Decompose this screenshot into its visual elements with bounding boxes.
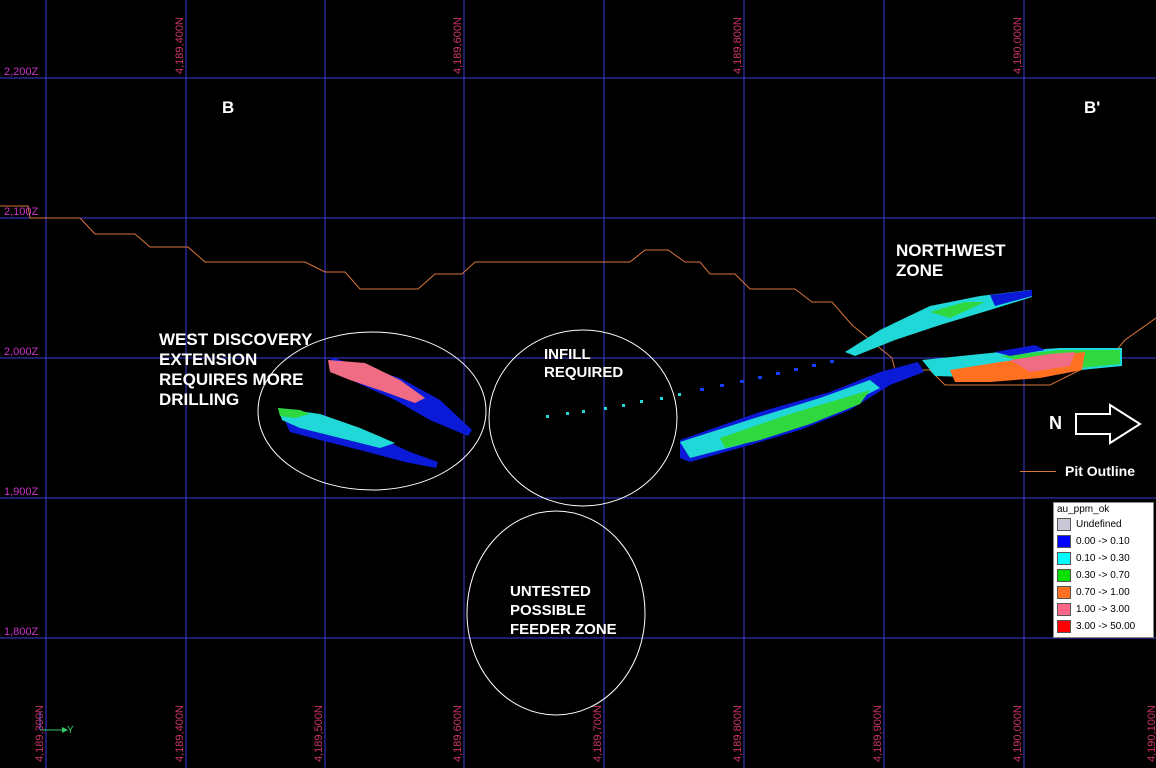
pit-outline-legend-label: Pit Outline bbox=[1065, 463, 1135, 479]
untested-annotation: UNTESTED POSSIBLE FEEDER ZONE bbox=[510, 583, 617, 638]
legend-label: 0.30 -> 0.70 bbox=[1076, 570, 1130, 581]
legend-swatch bbox=[1057, 535, 1071, 548]
legend-swatch bbox=[1057, 620, 1071, 633]
pit-outline bbox=[0, 205, 1156, 386]
legend-row: 1.00 -> 3.00 bbox=[1054, 601, 1153, 618]
legend-row: Undefined bbox=[1054, 516, 1153, 533]
elevation-label-2200: 2,200Z bbox=[4, 66, 39, 78]
ore-blocks bbox=[278, 290, 1122, 468]
northing-bottom-4190000: 4,190,000N bbox=[1012, 705, 1024, 762]
northing-top-4189600: 4,189,600N bbox=[452, 17, 464, 74]
legend-swatch bbox=[1057, 552, 1071, 565]
section-end-label: B' bbox=[1084, 98, 1101, 117]
legend-swatch bbox=[1057, 603, 1071, 616]
legend-label: 3.00 -> 50.00 bbox=[1076, 621, 1136, 632]
grade-legend: au_ppm_ok Undefined 0.00 -> 0.10 0.10 ->… bbox=[1053, 502, 1154, 638]
ore-west-upper-pink bbox=[328, 360, 425, 403]
elevation-label-2000: 2,000Z bbox=[4, 346, 39, 358]
northing-bottom-4190100: 4,190,100N bbox=[1146, 705, 1156, 762]
ore-northwest-cyan bbox=[845, 290, 1032, 356]
northing-bottom-4189400: 4,189,400N bbox=[174, 705, 186, 762]
grade-legend-title: au_ppm_ok bbox=[1057, 504, 1110, 515]
west-discovery-ellipse bbox=[257, 331, 487, 491]
ore-northwest-blue bbox=[990, 290, 1032, 306]
ore-southeast-green bbox=[720, 390, 870, 448]
legend-label: 1.00 -> 3.00 bbox=[1076, 604, 1130, 615]
legend-row: 0.70 -> 1.00 bbox=[1054, 584, 1153, 601]
legend-swatch bbox=[1057, 569, 1071, 582]
west-discovery-annotation: WEST DISCOVERY EXTENSION REQUIRES MORE D… bbox=[159, 330, 313, 409]
elevation-label-1900: 1,900Z bbox=[4, 486, 39, 498]
legend-row: 0.30 -> 0.70 bbox=[1054, 567, 1153, 584]
northing-top-4189400: 4,189,400N bbox=[174, 17, 186, 74]
legend-row: 0.00 -> 0.10 bbox=[1054, 533, 1153, 550]
elevation-label-2100: 2,100Z bbox=[4, 206, 39, 218]
legend-row: 3.00 -> 50.00 bbox=[1054, 618, 1153, 635]
northing-bottom-4189600: 4,189,600N bbox=[452, 705, 464, 762]
northing-bottom-4189500: 4,189,500N bbox=[313, 705, 325, 762]
legend-swatch bbox=[1057, 518, 1071, 531]
ore-drill-trace-upper bbox=[700, 360, 834, 391]
ore-infill-drill-trace bbox=[546, 393, 681, 418]
northing-bottom-4189900: 4,189,900N bbox=[872, 705, 884, 762]
elevation-label-1800: 1,800Z bbox=[4, 626, 39, 638]
legend-label: 0.70 -> 1.00 bbox=[1076, 587, 1130, 598]
legend-row: 0.10 -> 0.30 bbox=[1054, 550, 1153, 567]
legend-label: Undefined bbox=[1076, 519, 1122, 530]
northing-bottom-4189700: 4,189,700N bbox=[592, 705, 604, 762]
untested-ellipse bbox=[466, 510, 646, 716]
northing-top-4189800: 4,189,800N bbox=[732, 17, 744, 74]
legend-label: 0.00 -> 0.10 bbox=[1076, 536, 1130, 547]
ore-northwest-green bbox=[930, 302, 985, 318]
section-start-label: B bbox=[222, 98, 235, 117]
ore-east-pink bbox=[1010, 352, 1075, 372]
ore-west-lower-cyan bbox=[278, 408, 395, 448]
ore-east-blue bbox=[995, 345, 1045, 356]
legend-swatch bbox=[1057, 586, 1071, 599]
north-arrow-label: N bbox=[1049, 413, 1062, 433]
ore-west-lower-green bbox=[278, 408, 310, 418]
north-arrow-icon bbox=[1075, 403, 1142, 445]
axis-y-label: Y bbox=[67, 725, 74, 736]
northing-bottom-4189300: 4,189,300N bbox=[34, 705, 46, 762]
northwest-zone-annotation: NORTHWEST ZONE bbox=[896, 241, 1006, 280]
legend-label: 0.10 -> 0.30 bbox=[1076, 553, 1130, 564]
axis-triad-icon bbox=[39, 712, 68, 733]
northing-top-4190000: 4,190,000N bbox=[1012, 17, 1024, 74]
infill-annotation: INFILL REQUIRED bbox=[544, 346, 624, 381]
pit-outline-legend: Pit Outline bbox=[1020, 463, 1135, 479]
northing-bottom-4189800: 4,189,800N bbox=[732, 705, 744, 762]
infill-ellipse bbox=[488, 329, 678, 507]
pit-outline-swatch bbox=[1020, 470, 1056, 472]
